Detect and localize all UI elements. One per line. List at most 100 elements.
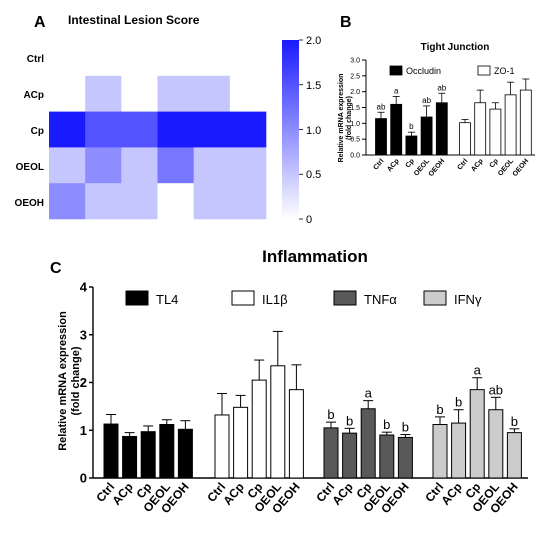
panel-c-letter: C: [50, 260, 62, 277]
heatmap-cell: [157, 183, 194, 220]
legend-label: TL4: [156, 292, 178, 307]
legend-swatch-ifng: [423, 290, 447, 306]
panel-a-letter: A: [34, 14, 46, 31]
heatmap-cell: [157, 75, 194, 112]
bar: [379, 434, 395, 479]
panel-c-ylabel-2: (fold change): [70, 346, 82, 415]
significance-label: ab: [489, 382, 503, 397]
heatmap-cell: [193, 40, 231, 77]
panel-c-ylabel-1: Relative mRNA expression: [57, 311, 69, 451]
heatmap-cell: [85, 183, 122, 220]
bar: [103, 423, 119, 479]
heatmap-cell: [121, 40, 158, 77]
panel-b-ylabel-1: Relative mRNA expression: [338, 74, 345, 163]
significance-label: ab: [377, 102, 386, 111]
heatmap-cell: [229, 111, 267, 148]
heatmap-cell: [229, 75, 267, 112]
panel-b-legend: Occludin ZO-1: [389, 65, 515, 76]
bar: [375, 118, 387, 156]
heatmap-cell: [193, 111, 231, 148]
bar: [504, 94, 517, 156]
heatmap-row-label: Cp: [31, 126, 44, 137]
bar: [519, 89, 532, 156]
heatmap-cell: [229, 183, 267, 220]
legend-swatch-tnfa: [333, 290, 357, 306]
legend-label: TNFα: [364, 292, 397, 307]
bar: [122, 435, 138, 479]
legend-label: Occludin: [406, 66, 441, 76]
legend-label: ZO-1: [494, 66, 515, 76]
y-tick-label: 2.5: [350, 73, 360, 80]
bar: [459, 122, 471, 156]
heatmap-cell: [49, 40, 86, 77]
heatmap-cell: [193, 75, 231, 112]
heatmap-cell: [157, 147, 194, 184]
heatmap-cell: [85, 40, 122, 77]
bar: [140, 431, 156, 479]
x-tick-label: OEOH: [512, 158, 531, 178]
legend-swatch-tl4: [125, 290, 149, 306]
significance-label: b: [511, 414, 518, 429]
heatmap-cell: [193, 183, 231, 220]
heatmap-cell: [229, 147, 267, 184]
bar: [432, 424, 448, 479]
heatmap-cell: [49, 111, 86, 148]
heatmap-cell: [121, 147, 158, 184]
heatmap-cell: [49, 183, 86, 220]
x-tick-label: Ctrl: [456, 158, 469, 172]
y-tick-label: 3.0: [350, 57, 360, 64]
x-tick-label: ACp: [109, 480, 136, 508]
heatmap-cell: [85, 75, 122, 112]
heatmap-cell: [121, 75, 158, 112]
heatmap-cell: [85, 111, 122, 148]
x-tick-label: ACp: [386, 158, 401, 174]
panel-c-legend: TL4 IL1β TNFα IFNγ: [125, 290, 482, 307]
x-tick-label: Cp: [405, 158, 416, 170]
heatmap-cell: [85, 147, 122, 184]
panel-b-title: Tight Junction: [421, 42, 490, 53]
colorbar-ticks: 2.0 1.5 1.0 0.5 0: [299, 35, 321, 226]
bar: [323, 427, 339, 479]
y-tick-label: 1.5: [350, 105, 360, 112]
legend-label: IL1β: [262, 292, 288, 307]
y-tick-label: 4: [80, 280, 88, 295]
bar: [159, 424, 175, 479]
significance-label: b: [346, 413, 353, 428]
panel-b-ylabel-2: (fold change): [346, 96, 353, 140]
panel-a-title: Intestinal Lesion Score: [68, 13, 200, 27]
heatmap-cell: [121, 111, 158, 148]
x-tick-label: ACp: [470, 158, 485, 174]
colorbar-tick-label: 1.0: [306, 125, 321, 137]
x-tick-label: Ctrl: [372, 158, 385, 172]
colorbar: [282, 40, 299, 219]
heatmap-cell: [121, 183, 158, 220]
bar: [397, 436, 413, 479]
x-tick-label: OEOH: [428, 158, 447, 178]
bar: [233, 406, 249, 479]
bar: [451, 422, 467, 479]
significance-label: b: [436, 402, 443, 417]
bar: [435, 102, 448, 156]
bar: [488, 409, 504, 479]
y-tick-label: 2: [80, 375, 87, 390]
bar: [420, 116, 433, 156]
heatmap-cell: [49, 75, 86, 112]
y-tick-label: 3: [80, 327, 87, 342]
significance-label: a: [365, 386, 373, 401]
significance-label: ab: [422, 96, 431, 105]
y-tick-label: 2.0: [350, 89, 360, 96]
colorbar-tick-label: 0.5: [306, 169, 321, 181]
bar: [469, 389, 485, 479]
heatmap-cell: [229, 40, 267, 77]
legend-swatch-occludin: [389, 65, 403, 76]
heatmap-cell: [193, 147, 231, 184]
significance-label: a: [474, 363, 482, 378]
bar: [270, 365, 286, 479]
colorbar-tick-label: 1.5: [306, 80, 321, 92]
panel-b-chart: 0.00.51.01.52.02.53.0abCtrlaACpbCpabOEOL…: [350, 57, 535, 178]
heatmap-cell: [157, 111, 194, 148]
panel-c-title: Inflammation: [262, 247, 368, 266]
x-tick-label: ACp: [438, 480, 465, 508]
y-tick-label: 0.5: [350, 137, 360, 144]
